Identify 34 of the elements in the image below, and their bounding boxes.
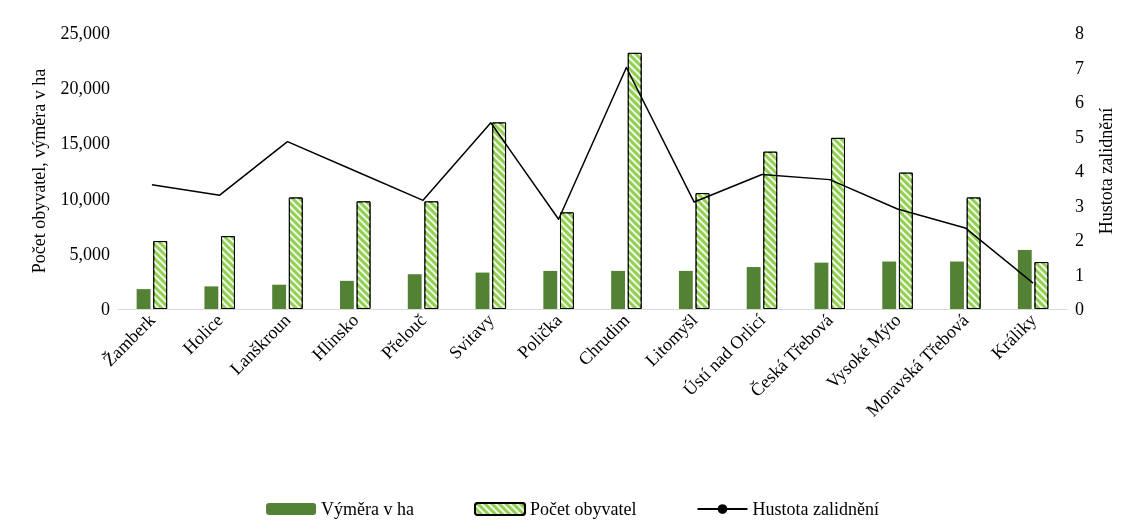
bar bbox=[340, 280, 354, 309]
bar bbox=[882, 261, 897, 309]
y2-axis-title: Hustota zalidnění bbox=[1096, 107, 1116, 235]
bar bbox=[678, 270, 693, 309]
y-tick-label: 20,000 bbox=[60, 78, 110, 99]
bar bbox=[611, 270, 626, 309]
y2-tick-label: 4 bbox=[1075, 161, 1084, 181]
y2-tick-label: 7 bbox=[1075, 57, 1084, 78]
bar bbox=[543, 270, 558, 309]
y2-tick-label: 5 bbox=[1075, 126, 1084, 147]
bar bbox=[272, 284, 287, 309]
y-tick-label: 25,000 bbox=[60, 23, 110, 43]
bar bbox=[814, 262, 829, 309]
y-axis-title: Počet obyvatel, výměra v ha bbox=[29, 68, 49, 274]
bar bbox=[407, 274, 422, 309]
y-tick-label: 0 bbox=[101, 299, 110, 319]
y2-tick-label: 2 bbox=[1075, 230, 1084, 250]
legend-label: Výměra v ha bbox=[321, 499, 415, 519]
y-tick-label: 15,000 bbox=[60, 133, 110, 154]
bar bbox=[204, 286, 219, 309]
y2-tick-label: 3 bbox=[1075, 195, 1084, 216]
y2-tick-label: 6 bbox=[1075, 92, 1084, 112]
y2-tick-label: 0 bbox=[1075, 299, 1084, 319]
bar bbox=[746, 267, 761, 309]
y-tick-label: 5,000 bbox=[69, 243, 110, 264]
y-tick-label: 10,000 bbox=[60, 188, 110, 209]
bar bbox=[475, 272, 490, 309]
legend-label: Počet obyvatel bbox=[530, 499, 637, 519]
bar bbox=[950, 261, 964, 309]
bar bbox=[1017, 249, 1032, 309]
y2-tick-label: 1 bbox=[1075, 264, 1084, 285]
bar bbox=[136, 289, 151, 309]
legend-label: Hustota zalidnění bbox=[752, 499, 879, 519]
y2-tick-label: 8 bbox=[1075, 23, 1084, 43]
